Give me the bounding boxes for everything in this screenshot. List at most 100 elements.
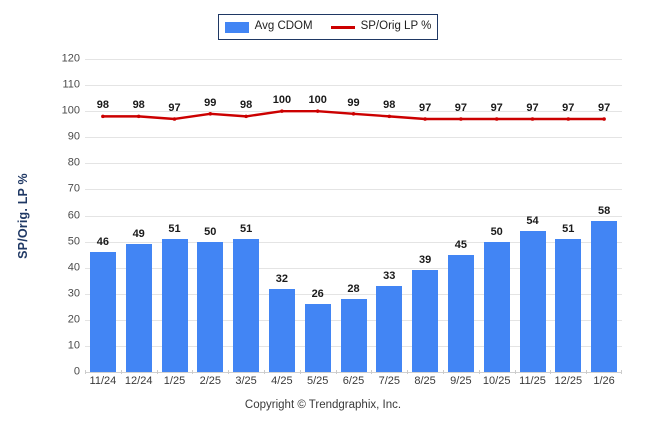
bar[interactable] (591, 220, 618, 372)
gridline (85, 189, 622, 191)
line-series-sp-orig-lp (101, 109, 606, 121)
bar[interactable] (340, 298, 367, 372)
x-axis-tick-mark (371, 370, 373, 374)
y-axis-tick-label: 110 (62, 78, 80, 91)
bar-data-label: 51 (562, 222, 575, 235)
x-axis-tick-mark (299, 370, 301, 374)
gridline (85, 241, 622, 243)
line-data-label: 99 (204, 96, 217, 109)
bar[interactable] (161, 238, 188, 372)
x-axis-tick-label: 6/25 (342, 375, 365, 387)
legend-entry-sp-orig-lp[interactable]: SP/Orig LP % (330, 21, 431, 33)
x-axis-tick-label: 7/25 (378, 375, 401, 387)
line-marker[interactable] (101, 114, 105, 119)
line-data-label: 97 (168, 101, 181, 114)
x-axis-tick-mark (120, 370, 122, 374)
bar[interactable] (89, 252, 116, 372)
y-axis-tick-label: 30 (67, 287, 80, 300)
gridline (85, 293, 622, 295)
line-marker[interactable] (530, 117, 535, 121)
bar-data-label: 39 (418, 254, 432, 267)
bar-data-label: 49 (132, 228, 145, 241)
legend-entry-avg-cdom[interactable]: Avg CDOM (224, 20, 313, 33)
x-axis-ticks: 11/24 12/24 1/25 2/25 3/25 4/25 5/25 6/25 7/25 8/… (85, 370, 622, 392)
line-marker[interactable] (351, 111, 356, 116)
gridline (85, 215, 622, 217)
bar[interactable] (304, 304, 331, 372)
bar[interactable] (233, 238, 260, 372)
x-axis-tick-label: 2/25 (199, 375, 222, 387)
bar-data-label: 32 (275, 272, 289, 285)
x-axis-tick-label: 1/25 (163, 375, 186, 387)
line-marker[interactable] (494, 117, 499, 121)
line-marker[interactable] (280, 109, 284, 113)
gridline (85, 137, 622, 139)
bar-data-label: 50 (204, 225, 217, 238)
bar[interactable] (412, 270, 439, 372)
legend-line-swatch-icon (330, 25, 355, 29)
legend-label-avg-cdom: Avg CDOM (254, 20, 313, 33)
gridline (85, 267, 622, 269)
y-axis-ticks: 0 10 20 30 40 50 60 70 80 90 100 110 120 (45, 53, 80, 377)
bar[interactable] (376, 285, 403, 372)
x-axis-tick-mark (156, 370, 158, 374)
bar[interactable] (447, 254, 474, 372)
y-axis-tick-label: 60 (67, 209, 80, 221)
line-marker[interactable] (244, 114, 248, 119)
gridline (85, 59, 622, 60)
x-axis-tick-label: 11/24 (89, 375, 117, 387)
bar[interactable] (483, 241, 510, 372)
plot-area: 46 49 51 50 51 32 26 28 33 39 45 50 54 51 58 98 98 97 99 9… (85, 59, 622, 373)
x-axis-tick-mark (192, 370, 194, 374)
y-axis-tick-label: 0 (73, 365, 80, 378)
y-axis-tick-label: 10 (67, 339, 80, 352)
line-marker[interactable] (136, 114, 141, 119)
x-axis-tick-label: 9/25 (450, 375, 472, 387)
y-axis-tick-label: 120 (61, 52, 80, 65)
bar[interactable] (555, 238, 582, 372)
y-axis-tick-label: 70 (67, 182, 80, 195)
line-marker[interactable] (172, 117, 177, 121)
x-axis-tick-mark (407, 370, 409, 374)
line-marker[interactable] (387, 114, 392, 119)
line-marker[interactable] (423, 117, 427, 121)
x-axis-tick-label: 4/25 (271, 375, 293, 387)
x-axis-tick-mark (85, 370, 86, 374)
x-axis-tick-label: 3/25 (235, 375, 257, 387)
x-axis-tick-label: 5/25 (306, 375, 329, 387)
line-data-label: 98 (239, 99, 253, 112)
x-axis-tick-label: 1/26 (593, 375, 615, 387)
bar[interactable] (519, 231, 546, 372)
line-marker[interactable] (459, 117, 463, 121)
bar[interactable] (125, 244, 152, 372)
bar-data-label: 51 (168, 222, 181, 235)
y-axis-title-text: SP/Orig. LP % (16, 172, 31, 259)
bar-data-label: 45 (454, 238, 468, 251)
line-data-label: 99 (347, 96, 360, 109)
bar-data-label: 33 (383, 269, 396, 282)
x-axis-tick-label: 10/25 (482, 375, 511, 387)
line-data-label: 97 (526, 101, 539, 114)
line-marker[interactable] (315, 109, 320, 113)
x-axis-tick-mark (264, 370, 265, 374)
line-markers (101, 109, 606, 121)
line-data-label: 97 (454, 101, 468, 114)
gridline (85, 111, 622, 113)
line-marker[interactable] (566, 117, 571, 121)
x-axis-tick-mark (550, 370, 552, 374)
bar-data-label: 26 (311, 288, 324, 301)
bar[interactable] (268, 288, 295, 372)
line-data-label: 100 (272, 94, 292, 107)
chart-legend: Avg CDOM SP/Orig LP % (218, 14, 438, 40)
line-marker[interactable] (208, 111, 213, 116)
line-marker[interactable] (602, 117, 606, 121)
x-axis-tick-label: 8/25 (414, 375, 436, 387)
legend-bar-swatch-icon (224, 21, 249, 33)
bar[interactable] (197, 241, 224, 372)
y-axis-tick-label: 100 (61, 104, 80, 117)
x-axis-tick-mark (478, 370, 480, 374)
x-axis-tick-mark (621, 370, 622, 374)
line-data-label: 100 (308, 94, 327, 107)
line-data-label: 98 (383, 99, 396, 112)
copyright-notice: Copyright © Trendgraphix, Inc. (244, 399, 402, 411)
